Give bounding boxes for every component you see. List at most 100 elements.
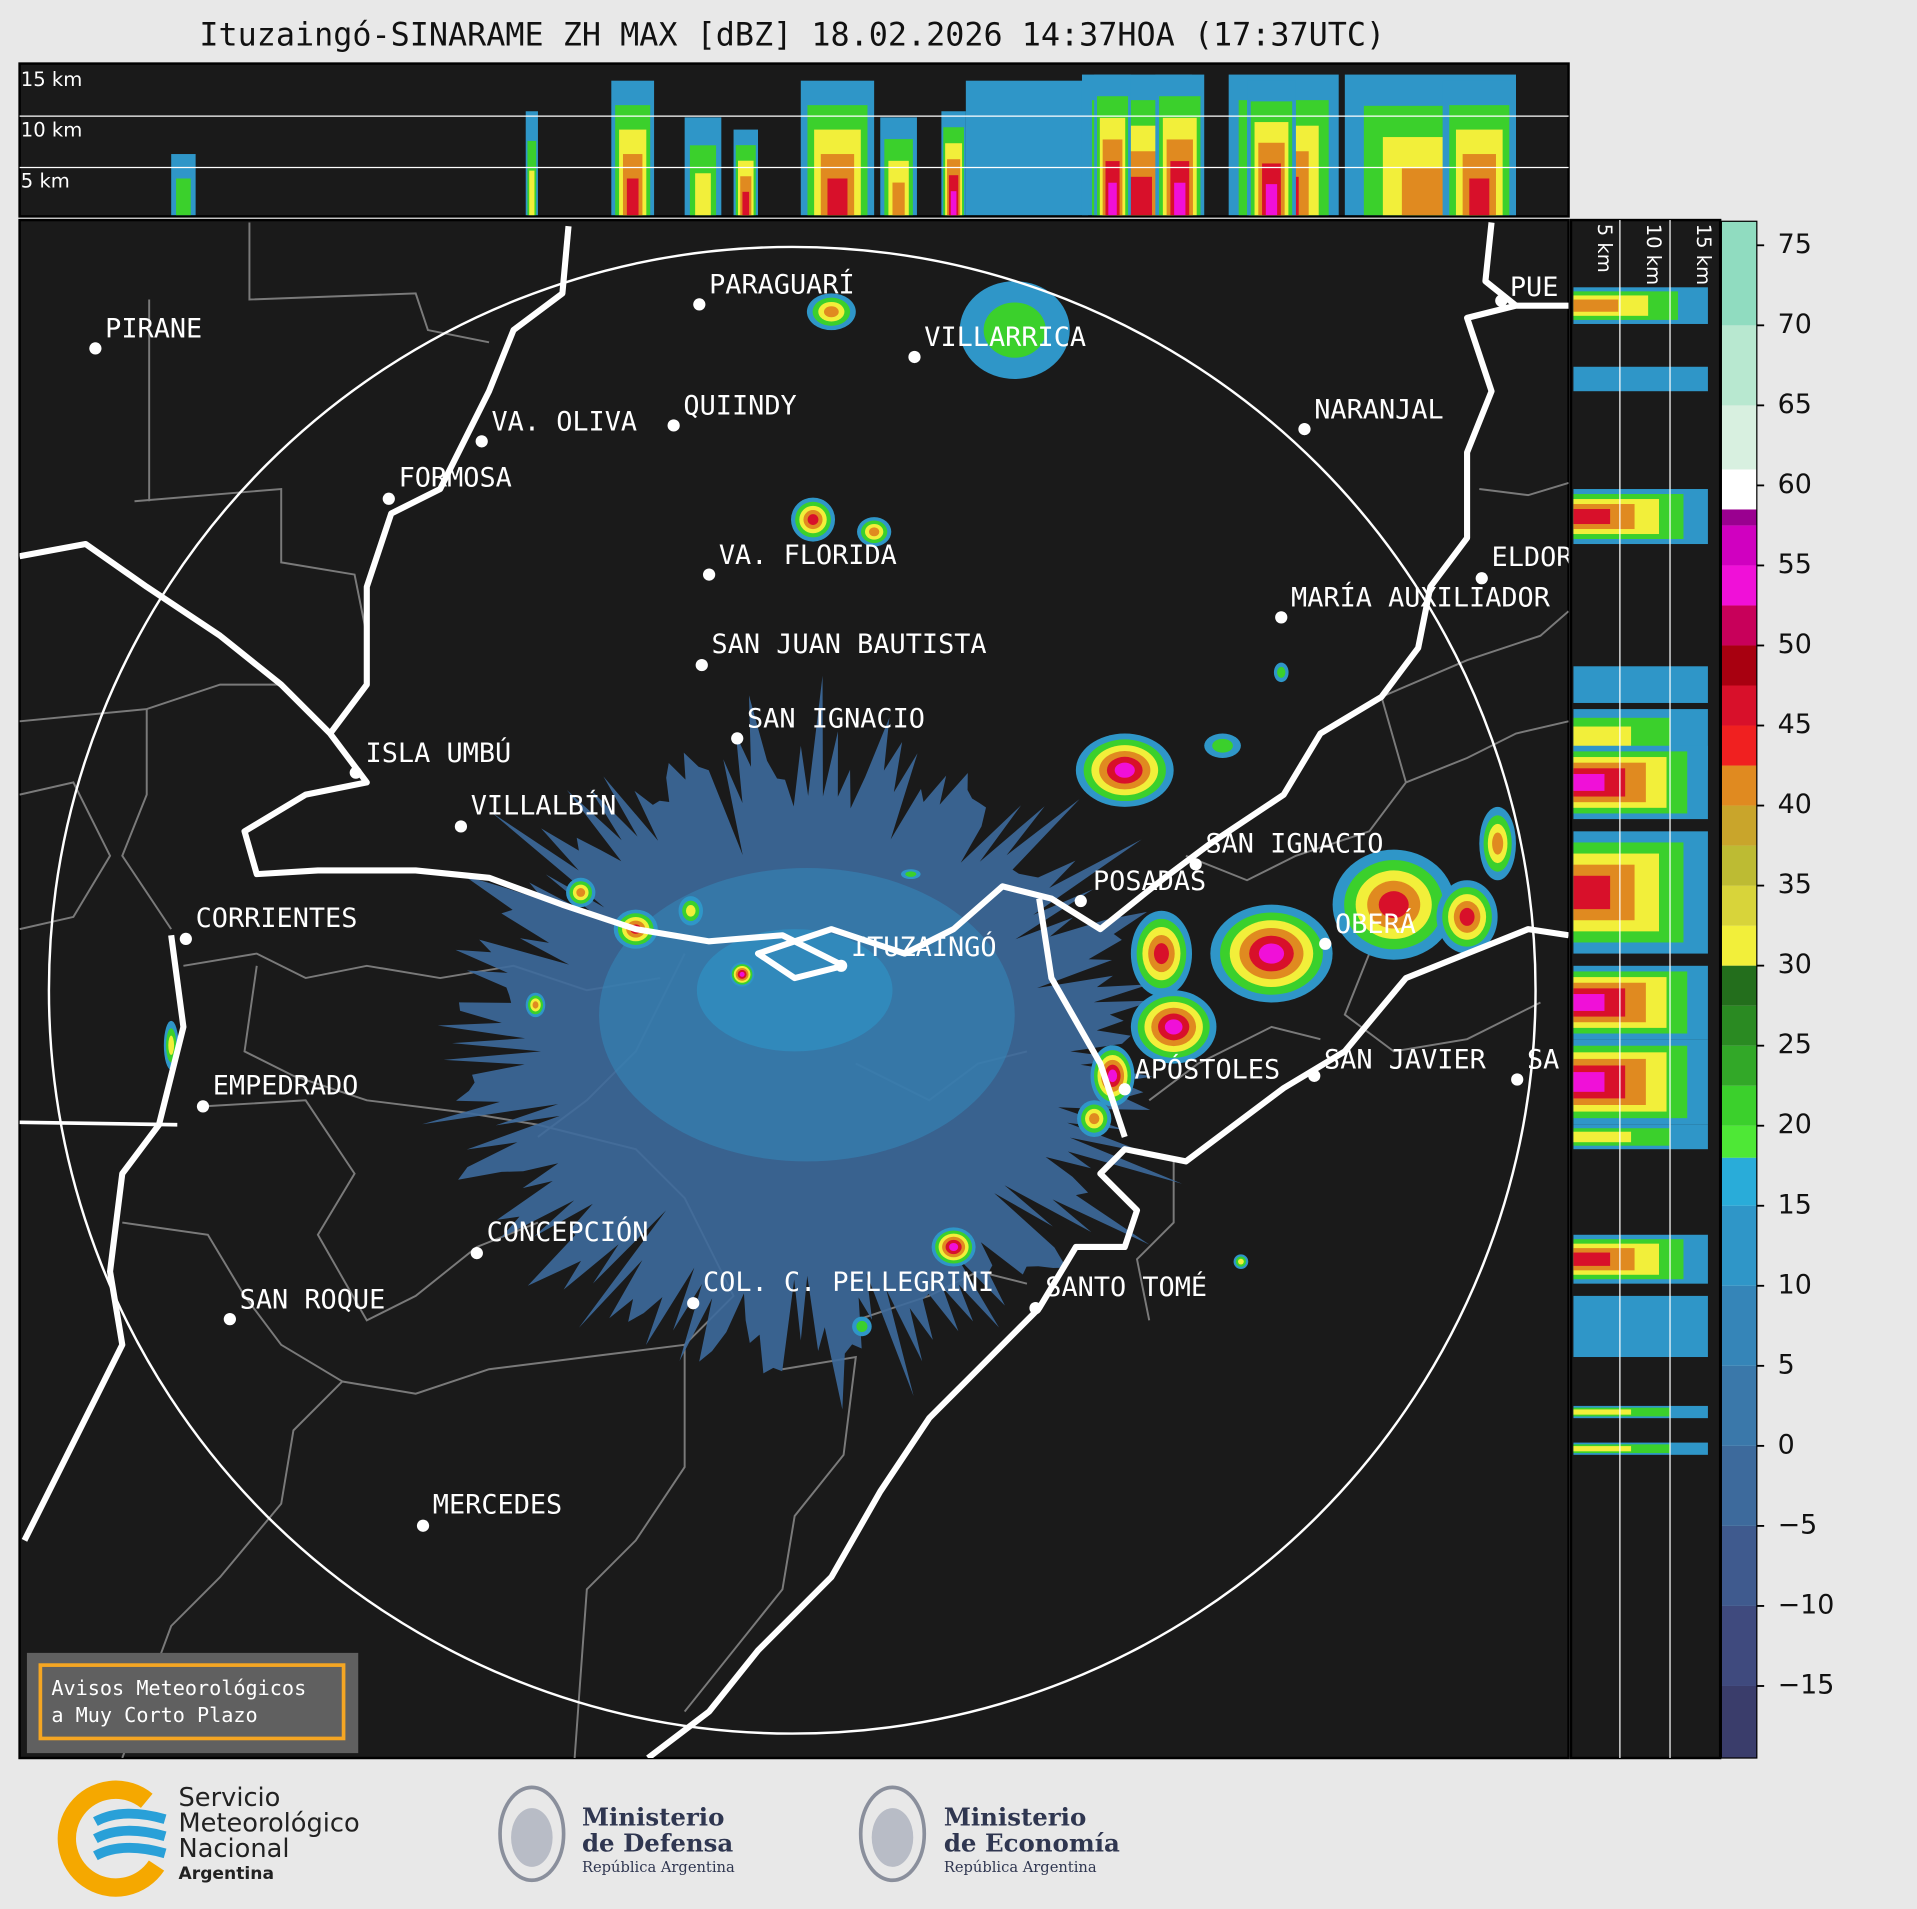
city-dot bbox=[349, 766, 362, 779]
profile-echo bbox=[176, 178, 191, 216]
city-label: QUIINDY bbox=[683, 391, 796, 422]
colorbar-band bbox=[1721, 685, 1757, 726]
storm-echo bbox=[685, 905, 696, 917]
colorbar-frame bbox=[1720, 220, 1758, 1759]
logo-text: República Argentina bbox=[944, 1859, 1097, 1876]
smn-logo-wave bbox=[93, 1842, 167, 1861]
profile-echo bbox=[1573, 1295, 1708, 1358]
city-dot bbox=[1511, 1073, 1524, 1086]
coat-of-arms bbox=[858, 1785, 927, 1883]
storm-echo bbox=[1089, 1113, 1100, 1125]
smn-logo-wave bbox=[93, 1825, 167, 1844]
colorbar-band bbox=[1721, 1125, 1757, 1158]
profile-echo bbox=[1573, 773, 1605, 791]
city-dot bbox=[702, 568, 716, 581]
profile-echo bbox=[1573, 299, 1619, 312]
city-dot bbox=[1495, 294, 1508, 307]
city-dot bbox=[1308, 1069, 1321, 1082]
city-label: SAN IGNACIO bbox=[1205, 828, 1383, 859]
notice-text: a Muy Corto Plazo bbox=[51, 1703, 257, 1727]
city-dot bbox=[693, 298, 706, 311]
city-label: COL. C. PELLEGRINI bbox=[703, 1267, 994, 1298]
province-borders-shape bbox=[1185, 720, 1569, 882]
colorbar-tick-label: 25 bbox=[1778, 1029, 1812, 1060]
colorbar-band bbox=[1721, 925, 1757, 966]
city-dot bbox=[416, 1519, 430, 1532]
profile-echo bbox=[1573, 509, 1611, 525]
height-label: 15 km bbox=[1692, 224, 1715, 285]
colorbar-band bbox=[1721, 1045, 1757, 1086]
city-label: SAN IGNACIO bbox=[747, 704, 925, 735]
colorbar-band bbox=[1721, 1605, 1757, 1686]
province-borders-shape bbox=[19, 683, 282, 723]
profile-echo bbox=[965, 80, 1089, 216]
storm-echo bbox=[1114, 762, 1135, 778]
colorbar-tick-label: 35 bbox=[1778, 869, 1812, 900]
city-label: ELDOR bbox=[1492, 542, 1574, 573]
storm-echo bbox=[1107, 1069, 1118, 1083]
profile-echo bbox=[950, 191, 957, 216]
city-label: SANTO TOMÉ bbox=[1045, 1271, 1207, 1303]
side-panel-shape bbox=[1573, 287, 1708, 1455]
profile-echo bbox=[827, 178, 848, 216]
storm-echo bbox=[823, 306, 839, 318]
city-dot bbox=[454, 820, 468, 833]
colorbar-band bbox=[1721, 645, 1757, 686]
top-panel-shape bbox=[171, 74, 1516, 216]
city-label: SAN JUAN BAUTISTA bbox=[712, 629, 987, 660]
profile-echo bbox=[1174, 182, 1186, 216]
profile-echo bbox=[1573, 1072, 1605, 1092]
city-label: POSADAS bbox=[1093, 866, 1206, 897]
footer: Servicio Meteorológico Nacional Argentin… bbox=[57, 1780, 1120, 1897]
rivers-shape bbox=[1036, 898, 1128, 1138]
title: Ituzaingó-SINARAME ZH MAX [dBZ] 18.02.20… bbox=[199, 18, 1385, 54]
city-dot bbox=[908, 350, 921, 364]
storm-echo bbox=[949, 1242, 959, 1252]
storm-echo bbox=[905, 871, 917, 877]
province-borders-shape bbox=[1479, 481, 1569, 497]
logo-text: Nacional bbox=[179, 1834, 290, 1864]
profile-echo bbox=[1108, 182, 1117, 216]
city-dot bbox=[196, 1100, 210, 1113]
logo-text: Meteorológico bbox=[179, 1809, 360, 1839]
height-label: 10 km bbox=[21, 118, 82, 141]
height-label: 5 km bbox=[21, 170, 70, 193]
storm-echo bbox=[1212, 738, 1233, 753]
city-label: FORMOSA bbox=[399, 463, 512, 494]
colorbar-band bbox=[1721, 605, 1757, 646]
logo-text: de Economía bbox=[944, 1828, 1120, 1857]
colorbar: −15 −10 −5 0 5 10 15 20 25 30 35 40 45 50 55 60 65 70 75 bbox=[1720, 220, 1834, 1759]
map-panel-shape-shape bbox=[163, 281, 1516, 1410]
colorbar-tick-label: 65 bbox=[1778, 389, 1812, 420]
city-label: ITUZAINGÓ bbox=[851, 931, 997, 963]
city-label: OBERÁ bbox=[1335, 908, 1416, 940]
storm-echo bbox=[868, 527, 880, 537]
profile-echo bbox=[1469, 178, 1490, 216]
city-dot bbox=[1118, 1083, 1131, 1096]
colorbar-band bbox=[1721, 845, 1757, 886]
city-dot bbox=[1475, 572, 1488, 585]
logo-text: Ministerio bbox=[582, 1803, 724, 1832]
storm-echo bbox=[1153, 943, 1169, 965]
storm-echo bbox=[576, 888, 586, 897]
city-dot bbox=[1319, 937, 1332, 950]
colorbar-band bbox=[1721, 1445, 1757, 1526]
colorbar-band bbox=[1721, 725, 1757, 766]
city-label: CORRIENTES bbox=[196, 903, 358, 934]
colorbar-band bbox=[1721, 965, 1757, 1006]
city-dot bbox=[731, 732, 744, 745]
storm-echo bbox=[1277, 666, 1286, 678]
city-dot bbox=[1074, 894, 1087, 908]
storm-echo bbox=[739, 971, 745, 977]
city-dot bbox=[1189, 858, 1202, 871]
profile-echo bbox=[742, 191, 750, 216]
city-dot bbox=[223, 1313, 236, 1326]
colorbar-band bbox=[1721, 1285, 1757, 1366]
height-label: 10 km bbox=[1642, 224, 1665, 285]
logo-text: República Argentina bbox=[582, 1859, 735, 1876]
rivers-shape bbox=[646, 926, 1569, 1759]
colorbar-band bbox=[1721, 1685, 1757, 1759]
city-label: MERCEDES bbox=[433, 1490, 562, 1521]
city-label: MARÍA AUXILIADOR bbox=[1291, 582, 1551, 614]
